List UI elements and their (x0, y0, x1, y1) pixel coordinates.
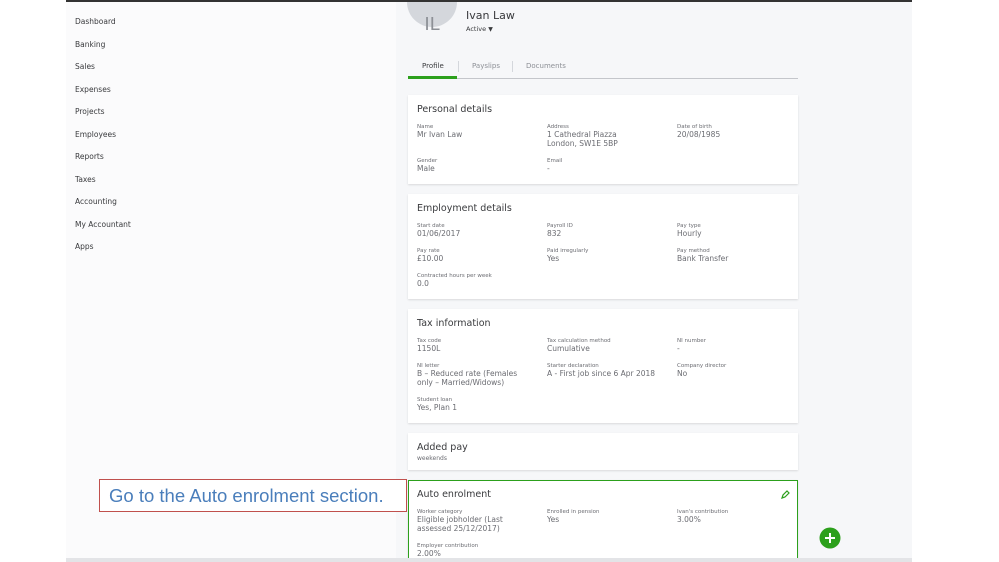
field-label: Ivan's contribution (677, 509, 729, 515)
section-title: Employment details (417, 203, 512, 214)
field-label: Pay method (677, 248, 710, 254)
section-subtitle: weekends (417, 455, 447, 462)
avatar-initials: IL (424, 14, 440, 35)
field-value: 3.00% (677, 515, 701, 524)
section-card: Auto enrolment Worker category Eligible jo… (408, 480, 798, 562)
field-label: Paid irregularly (547, 248, 589, 254)
field-label: NI letter (417, 363, 440, 369)
field-label: Starter declaration (547, 363, 599, 369)
field-value: - (547, 164, 550, 173)
field-value: Bank Transfer (677, 254, 729, 263)
field-value: London, SW1E 5BP (547, 139, 618, 148)
field-label: Payroll ID (547, 223, 573, 229)
field-value: Cumulative (547, 344, 590, 353)
nav-item[interactable]: Dashboard (75, 17, 116, 26)
field-value: 832 (547, 229, 562, 238)
nav-item[interactable]: Sales (75, 62, 95, 71)
callout-text: Go to the Auto enrolment section. (109, 485, 384, 506)
callout-box: Go to the Auto enrolment section. (99, 479, 407, 512)
section-title: Personal details (417, 104, 493, 115)
field-label: Tax code (417, 338, 442, 344)
field-value: A - First job since 6 Apr 2018 (547, 369, 656, 378)
section-card: Employment details Start date 01/06/2017 Pa… (408, 194, 798, 299)
app: Dashboard Banking Sales Expenses Projects Emp… (66, 0, 912, 562)
field-value: 1150L (417, 344, 441, 353)
field-label: Pay rate (417, 248, 440, 254)
field-label: Address (547, 124, 569, 130)
field-label: NI number (677, 338, 706, 344)
field-value: 1 Cathedral Piazza (547, 130, 617, 139)
tab-separator (458, 61, 459, 72)
bottom-bar (66, 558, 912, 562)
field-label: Company director (677, 363, 727, 369)
field-value: 0.0 (417, 279, 429, 288)
section-title: Added pay (417, 442, 468, 453)
field-label: Worker category (417, 509, 463, 515)
field-label: Email (547, 158, 563, 164)
field-label: Start date (417, 223, 445, 229)
nav-item[interactable]: Apps (75, 242, 94, 251)
section-card: Personal details Name Mr Ivan Law Address 1 … (408, 95, 798, 184)
field-value: £10.00 (417, 254, 444, 263)
nav-item[interactable]: Taxes (75, 174, 96, 184)
nav-item[interactable]: Reports (75, 152, 104, 161)
field-label: Contracted hours per week (417, 273, 492, 279)
status: Active (466, 25, 487, 33)
nav-item[interactable]: Expenses (75, 84, 111, 94)
nav-item[interactable]: Projects (75, 107, 105, 116)
field-label: Student loan (417, 397, 453, 403)
field-label: Date of birth (677, 124, 712, 130)
field-label: Enrolled in pension (547, 509, 600, 515)
nav-item[interactable]: My Accountant (75, 219, 131, 229)
field-value: Male (417, 164, 435, 173)
section-card: Added pay weekends (408, 433, 798, 470)
tab-rule (408, 78, 798, 79)
field-label: Tax calculation method (547, 338, 611, 344)
field-value: 01/06/2017 (417, 229, 461, 238)
field-value: Yes (547, 254, 560, 263)
field-value: assessed 25/12/2017) (417, 524, 500, 533)
status-dropdown[interactable]: Active ▼ (466, 25, 493, 33)
field-value: Mr Ivan Law (417, 130, 463, 139)
tab[interactable]: Profile (422, 62, 444, 70)
section-card: Tax information Tax code 1150L Tax calculat… (408, 309, 798, 423)
nav-item[interactable]: Accounting (75, 197, 117, 206)
field-value: Hourly (677, 229, 702, 238)
nav-item[interactable]: Banking (75, 39, 106, 49)
field-label: Pay type (677, 223, 701, 229)
field-value: Eligible jobholder (Last (417, 515, 503, 524)
field-value: Yes, Plan 1 (417, 403, 457, 412)
field-value: Yes (547, 515, 560, 524)
sidebar: Dashboard Banking Sales Expenses Projects Emp… (66, 2, 396, 562)
field-label: Gender (417, 158, 438, 164)
field-value: 2.00% (417, 549, 441, 558)
edit-icon[interactable] (780, 490, 790, 500)
field-value: B – Reduced rate (Females (417, 369, 518, 378)
field-label: Name (417, 124, 434, 130)
tab[interactable]: Documents (526, 62, 566, 70)
field-value: - (677, 344, 680, 353)
field-label: Employer contribution (417, 543, 479, 549)
field-value: 20/08/1985 (677, 130, 721, 139)
nav-item[interactable]: Employees (75, 129, 117, 139)
add-button[interactable] (818, 526, 842, 550)
section-title: Auto enrolment (417, 489, 491, 500)
tab-indicator (408, 76, 457, 79)
field-value: No (677, 369, 688, 378)
section-title: Tax information (417, 318, 491, 329)
employee-name: Ivan Law (466, 9, 515, 22)
field-value: only – Married/Widows) (417, 378, 505, 387)
tab[interactable]: Payslips (472, 62, 500, 70)
tab-separator (512, 61, 513, 72)
